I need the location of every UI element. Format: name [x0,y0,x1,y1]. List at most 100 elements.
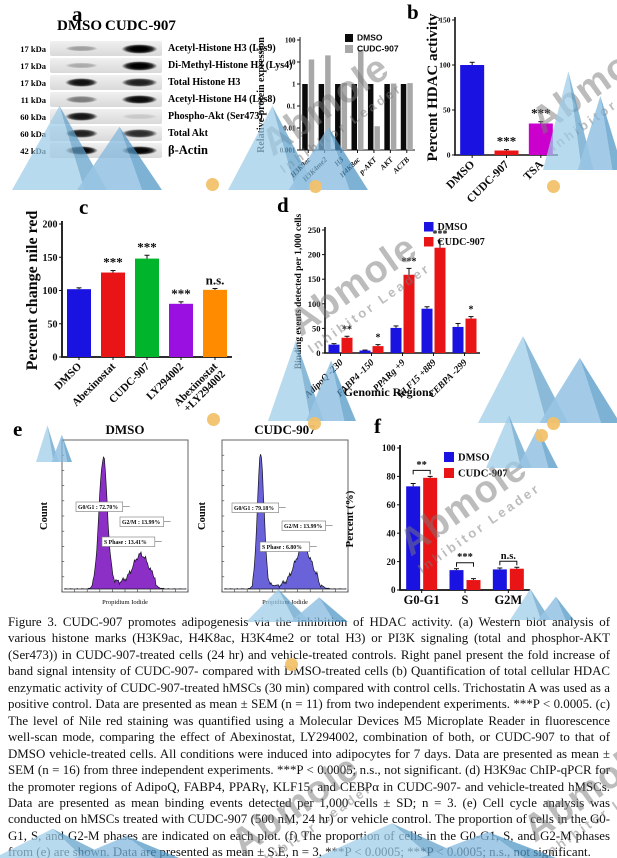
svg-text:50: 50 [443,106,451,115]
svg-text:G0/G1 : 72.70%: G0/G1 : 72.70% [78,505,118,511]
phase-annotation: G2/M : 13.99% [281,520,333,531]
panel-e-cudc907-flow-histogram: CUDC-907 G0/G1 : 79.18% S Phase : 6.80% G2/… [197,422,349,606]
svg-text:***: *** [103,255,123,270]
svg-text:*: * [376,333,381,344]
blot-band-strip [50,92,162,107]
blot-row: 17 kDa Di-Methyl-Histone H3 (Lys4) [8,57,293,74]
svg-text:***: *** [171,286,191,301]
blot-row: 60 kDa Total Akt [8,125,293,142]
blot-band-strip [50,143,162,158]
bars: *** *** *** n.s. [67,239,227,357]
x-tick-label: DMSO [444,159,477,192]
blot-band [117,93,162,106]
svg-text:150: 150 [43,253,58,264]
bars: ********** [328,229,477,353]
panel-c-label: c [79,195,89,219]
blot-row: 60 kDa Phospho-Akt (Ser473) [8,108,293,125]
phase-annotation: S Phase : 13.41% [101,536,162,547]
svg-text:*: * [469,305,474,316]
svg-text:0: 0 [53,353,58,364]
svg-text:DMSO: DMSO [458,453,490,464]
svg-text:CUDC-907: CUDC-907 [254,422,316,437]
blot-band [61,44,103,53]
blot-band [61,144,103,157]
panel-e-label: e [13,417,23,441]
panel-f-label: f [374,414,381,438]
svg-text:100: 100 [285,36,296,44]
x-tick-label: TSA [522,158,547,183]
svg-text:Percent change nile red: Percent change nile red [24,210,41,370]
svg-text:150: 150 [439,16,451,25]
phase-annotation: S Phase : 6.80% [259,541,317,552]
blot-band-strip [50,109,162,124]
blot-band-strip [50,58,162,73]
blot-band-strip [50,75,162,90]
blot-band [61,95,103,104]
phase-annotation: G2/M : 13.99% [119,516,171,527]
blot-band [117,128,162,139]
svg-text:G2/M : 13.99%: G2/M : 13.99% [122,520,160,526]
svg-text:Binding events detected per 1,: Binding events detected per 1,000 cells [294,213,304,369]
svg-text:***: *** [433,229,448,240]
svg-text:TSA: TSA [522,158,547,183]
svg-text:100: 100 [308,299,321,309]
svg-text:**: ** [416,460,427,471]
svg-text:DMSO: DMSO [444,159,477,192]
kda-label: 17 kDa [20,77,46,88]
panel-d-label: d [277,193,289,217]
svg-text:CUDC-907: CUDC-907 [357,44,399,54]
svg-text:Genomic Regions: Genomic Regions [344,385,434,399]
svg-text:**: ** [342,324,352,335]
svg-text:Percent HDAC activity: Percent HDAC activity [425,13,441,162]
x-tick-label: DMSO [52,360,84,392]
blot-header-dmso: DMSO [57,18,102,34]
svg-text:0.001: 0.001 [280,146,296,154]
svg-text:***: *** [457,552,473,563]
blot-band [117,59,162,72]
svg-text:0: 0 [391,585,396,595]
svg-text:G2/M : 13.99%: G2/M : 13.99% [284,524,322,530]
svg-text:G0-G1: G0-G1 [404,593,440,607]
blot-band [61,61,103,70]
svg-text:DMSO: DMSO [52,360,84,392]
svg-text:***: *** [402,256,417,267]
svg-text:100: 100 [382,443,396,453]
svg-text:n.s.: n.s. [206,273,225,288]
svg-text:CUDC-907: CUDC-907 [438,237,485,248]
kda-label: 11 kDa [20,94,46,105]
svg-text:S: S [462,593,469,607]
svg-text:0: 0 [447,151,451,160]
svg-text:***: *** [497,134,517,149]
blot-band [61,127,103,140]
svg-text:0: 0 [316,348,320,358]
x-tick-label: G0-G1 [404,593,440,607]
svg-text:p-AKT: p-AKT [357,155,379,177]
protein-label: Total Akt [168,128,208,139]
svg-text:1: 1 [292,80,296,88]
svg-text:50: 50 [312,323,321,333]
histogram-area [63,456,187,590]
bars: ***** n.s. [406,460,524,590]
kda-label: 60 kDa [20,111,46,122]
kda-label: 42 kDa [20,145,46,156]
x-tick-label: p-AKT [357,155,379,177]
svg-text:***: *** [137,239,157,254]
blot-rows: 17 kDa Acetyl-Histone H3 (Lys9) 17 kDa Di-M… [8,40,293,159]
phase-annotation: G0/G1 : 79.18% [231,502,286,513]
panel-a-label: a [72,2,83,26]
svg-text:Propidium Iodide: Propidium Iodide [102,599,148,606]
panel-c-nile-red-chart: 050100150200*********n.s.DMSOAbexinostat… [24,210,232,417]
svg-text:DMSO: DMSO [106,422,145,437]
svg-text:DMSO: DMSO [357,33,383,43]
svg-text:n.s.: n.s. [501,551,517,562]
kda-label: 60 kDa [20,128,46,139]
protein-label: β-Actin [168,143,208,157]
